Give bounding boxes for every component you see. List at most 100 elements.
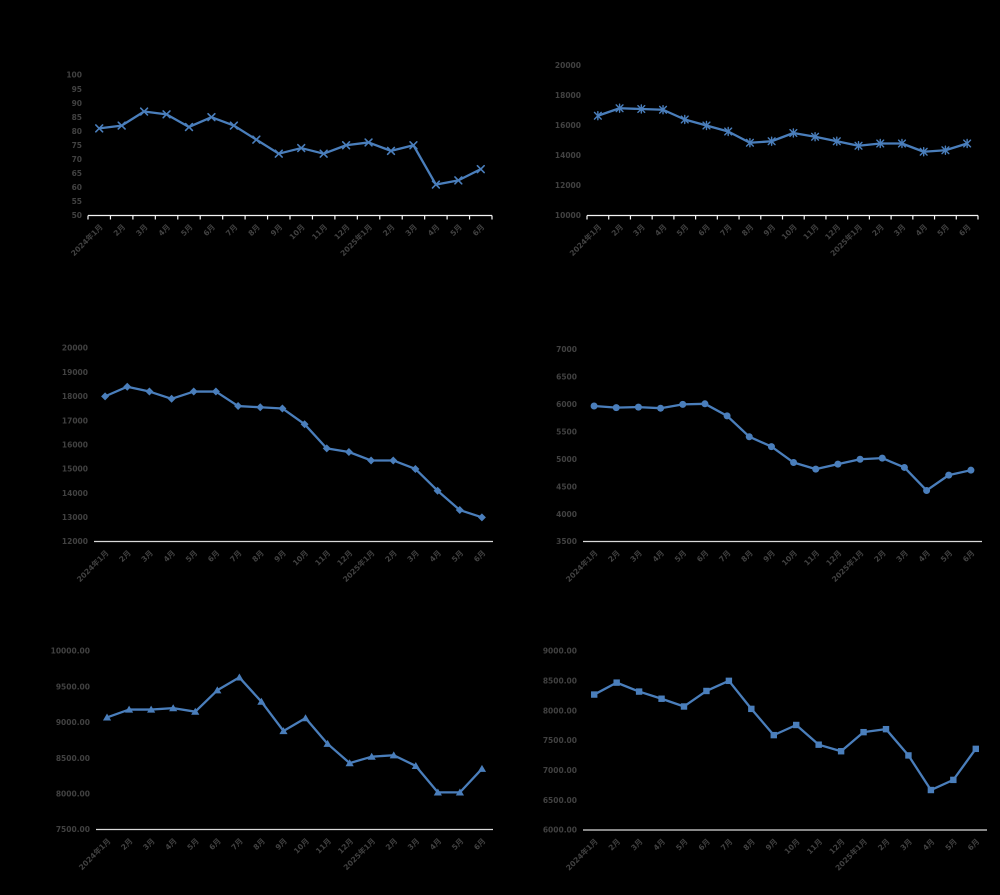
svg-text:18000: 18000 xyxy=(555,91,581,100)
svg-text:16000: 16000 xyxy=(555,121,581,130)
svg-text:2024年1月: 2024年1月 xyxy=(76,836,112,872)
svg-text:6月: 6月 xyxy=(472,837,487,852)
svg-text:50: 50 xyxy=(72,211,82,220)
svg-text:14000: 14000 xyxy=(62,489,88,498)
svg-text:8000.00: 8000.00 xyxy=(543,706,577,715)
svg-text:19000: 19000 xyxy=(62,368,88,377)
y-axis-labels: 50 55 60 65 70 75 80 85 90 95 100 xyxy=(66,71,82,221)
svg-text:2月: 2月 xyxy=(112,223,127,238)
svg-text:7月: 7月 xyxy=(718,223,733,238)
svg-text:3500: 3500 xyxy=(556,537,577,546)
svg-text:8500.00: 8500.00 xyxy=(543,677,577,686)
svg-text:80: 80 xyxy=(72,127,82,136)
svg-text:75: 75 xyxy=(72,141,82,150)
svg-text:5月: 5月 xyxy=(184,549,199,564)
x-axis-ticks xyxy=(586,215,979,220)
svg-text:9000.00: 9000.00 xyxy=(56,718,90,727)
svg-text:85: 85 xyxy=(72,113,82,122)
svg-text:3月: 3月 xyxy=(894,549,909,564)
svg-text:4000: 4000 xyxy=(556,510,577,519)
svg-text:5月: 5月 xyxy=(674,837,689,852)
svg-text:7月: 7月 xyxy=(228,549,243,564)
data-series-line xyxy=(593,679,977,792)
svg-text:5000: 5000 xyxy=(556,455,577,464)
line-chart-svg: 3500 4000 4500 5000 5500 6000 6500 7000 2024年1月 2… xyxy=(556,345,982,582)
svg-text:9000.00: 9000.00 xyxy=(543,647,577,656)
svg-text:14000: 14000 xyxy=(555,151,581,160)
svg-text:9月: 9月 xyxy=(272,549,287,564)
svg-text:11月: 11月 xyxy=(802,549,821,568)
svg-text:9月: 9月 xyxy=(762,223,777,238)
svg-text:12000: 12000 xyxy=(555,181,581,190)
svg-text:6月: 6月 xyxy=(471,223,486,238)
svg-text:11月: 11月 xyxy=(314,837,333,856)
svg-text:11月: 11月 xyxy=(313,549,332,568)
line-chart-svg: 10000 12000 14000 16000 18000 20000 2024年1月 2月 3… xyxy=(555,61,979,258)
svg-text:5月: 5月 xyxy=(673,549,688,564)
svg-text:6500: 6500 xyxy=(556,373,577,382)
svg-text:8月: 8月 xyxy=(741,837,756,852)
svg-text:2月: 2月 xyxy=(607,837,622,852)
data-series-line xyxy=(105,676,484,794)
svg-text:3月: 3月 xyxy=(892,223,907,238)
svg-text:9月: 9月 xyxy=(761,549,776,564)
data-series-markers xyxy=(593,103,972,157)
svg-text:2月: 2月 xyxy=(870,223,885,238)
svg-text:5月: 5月 xyxy=(935,223,950,238)
svg-text:7月: 7月 xyxy=(717,549,732,564)
svg-text:2月: 2月 xyxy=(872,549,887,564)
svg-text:5500: 5500 xyxy=(556,427,577,436)
svg-text:4月: 4月 xyxy=(914,223,929,238)
svg-text:11月: 11月 xyxy=(801,223,820,242)
data-series-markers xyxy=(591,677,979,794)
data-series-markers xyxy=(101,382,486,522)
svg-text:8月: 8月 xyxy=(739,549,754,564)
svg-text:3月: 3月 xyxy=(141,837,156,852)
svg-text:4月: 4月 xyxy=(426,223,441,238)
svg-text:5月: 5月 xyxy=(675,223,690,238)
y-axis-labels: 3500 4000 4500 5000 5500 6000 6500 7000 xyxy=(556,345,577,546)
chart-top-left: 50 55 60 65 70 75 80 85 90 95 100 2024年1月 2月 3月 4月 5月 6月… xyxy=(0,0,500,260)
svg-text:4500: 4500 xyxy=(556,482,577,491)
svg-text:16000: 16000 xyxy=(62,440,88,449)
data-series-markers xyxy=(95,107,485,189)
data-series-markers xyxy=(590,400,975,494)
svg-text:12000: 12000 xyxy=(62,537,88,546)
svg-text:8月: 8月 xyxy=(250,549,265,564)
chart-bottom-left: 7500.00 8000.00 8500.00 9000.00 9500.00 10000… xyxy=(0,600,500,895)
svg-text:6000: 6000 xyxy=(556,400,577,409)
svg-text:2月: 2月 xyxy=(117,549,132,564)
svg-text:100: 100 xyxy=(66,71,82,80)
svg-text:60: 60 xyxy=(72,183,82,192)
svg-text:6月: 6月 xyxy=(202,223,217,238)
data-series-line xyxy=(103,385,484,519)
x-axis-ticks xyxy=(87,215,493,220)
y-axis-labels: 10000 12000 14000 16000 18000 20000 xyxy=(555,61,581,220)
svg-text:8月: 8月 xyxy=(246,223,261,238)
svg-text:5月: 5月 xyxy=(943,837,958,852)
svg-text:4月: 4月 xyxy=(428,549,443,564)
svg-text:2024年1月: 2024年1月 xyxy=(564,836,600,872)
svg-text:6月: 6月 xyxy=(697,223,712,238)
svg-text:2024年1月: 2024年1月 xyxy=(563,548,599,582)
svg-text:20000: 20000 xyxy=(555,61,581,70)
svg-text:4月: 4月 xyxy=(652,837,667,852)
svg-text:3月: 3月 xyxy=(899,837,914,852)
svg-text:2024年1月: 2024年1月 xyxy=(69,222,105,258)
svg-text:2024年1月: 2024年1月 xyxy=(74,548,110,582)
svg-text:6500.00: 6500.00 xyxy=(543,796,577,805)
svg-text:6月: 6月 xyxy=(207,837,222,852)
svg-text:2月: 2月 xyxy=(384,837,399,852)
svg-text:3月: 3月 xyxy=(628,549,643,564)
svg-text:4月: 4月 xyxy=(162,549,177,564)
svg-text:18000: 18000 xyxy=(62,392,88,401)
chart-top-right: 10000 12000 14000 16000 18000 20000 2024年1月 2月 3… xyxy=(500,0,1000,260)
svg-text:6月: 6月 xyxy=(961,549,976,564)
svg-text:3月: 3月 xyxy=(404,223,419,238)
svg-text:8500.00: 8500.00 xyxy=(56,754,90,763)
line-chart-svg: 6000.00 6500.00 7000.00 7500.00 8000.00 8500.… xyxy=(543,647,987,872)
svg-text:2月: 2月 xyxy=(876,837,891,852)
svg-text:9月: 9月 xyxy=(274,837,289,852)
